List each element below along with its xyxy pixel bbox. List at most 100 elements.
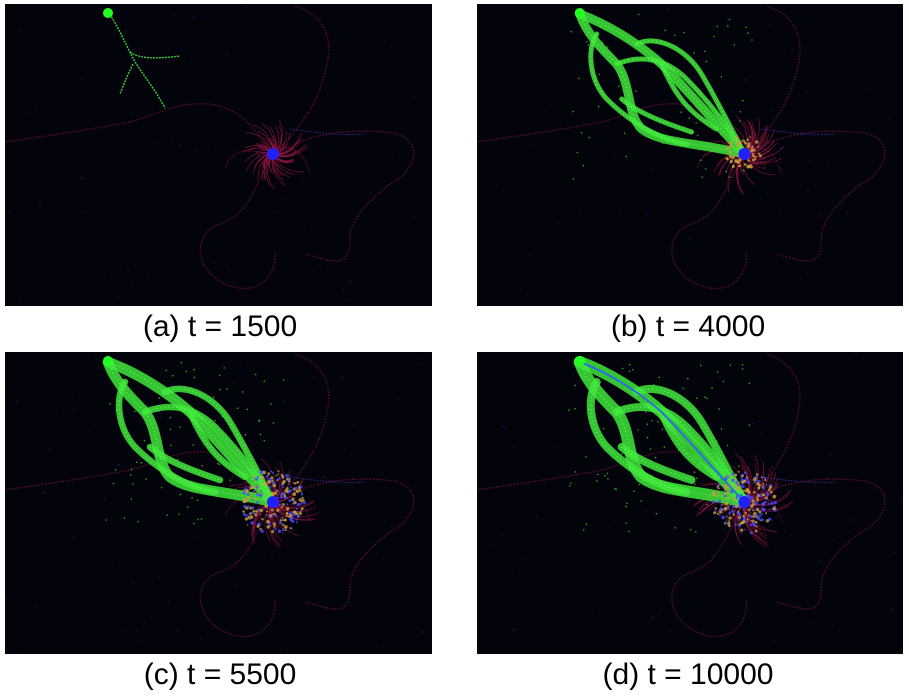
background-speck [887, 116, 890, 120]
background-speck [18, 652, 21, 654]
background-speck [763, 363, 765, 365]
cloud-particle [248, 486, 251, 489]
green-dot [674, 487, 677, 490]
green-dot [651, 420, 653, 422]
green-dot [221, 415, 224, 418]
green-dot [582, 529, 585, 531]
green-branch [129, 51, 181, 59]
green-dot [218, 463, 221, 466]
green-dot [218, 374, 221, 377]
background-speck [730, 614, 732, 616]
cloud-particle [265, 510, 269, 513]
panel-d: (d) t = 10000 [454, 348, 909, 696]
background-speck [41, 554, 44, 557]
green-dot [682, 80, 684, 82]
background-speck [614, 519, 616, 521]
green-dot [167, 391, 170, 394]
background-speck [560, 360, 563, 363]
green-dot [648, 398, 650, 400]
background-speck [900, 495, 903, 497]
green-dot [570, 482, 572, 485]
background-speck [571, 111, 573, 114]
green-dot [618, 85, 620, 87]
background-speck [501, 425, 505, 428]
cloud-particle [718, 514, 721, 517]
cloud-particle [718, 483, 721, 486]
cloud-particle [714, 509, 717, 511]
background-speck [486, 503, 488, 505]
cloud-particle [243, 512, 247, 517]
cloud-particle [744, 511, 747, 515]
cloud-particle [742, 489, 746, 493]
green-dot [170, 471, 172, 474]
cloud-particle [744, 528, 746, 531]
green-dot [217, 462, 219, 465]
green-branch-detail [118, 381, 216, 493]
background-speck [26, 112, 28, 115]
background-speck [853, 353, 856, 356]
background-speck [725, 21, 728, 25]
green-dot [158, 397, 160, 399]
background-speck [554, 188, 556, 190]
green-dot [201, 464, 203, 467]
green-dot [105, 519, 107, 521]
background-speck [744, 78, 747, 81]
background-speck [708, 529, 710, 531]
background-speck [183, 59, 186, 62]
cloud-particle [288, 489, 293, 493]
cloud-particle [292, 492, 297, 497]
green-dot [748, 382, 751, 385]
cloud-particle [736, 144, 741, 149]
background-speck [591, 610, 594, 613]
cloud-particle [751, 145, 754, 149]
cloud-particle [296, 502, 300, 507]
green-dot [158, 410, 160, 412]
cloud-particle [729, 144, 733, 148]
cloud-particle [260, 494, 263, 497]
green-dot [588, 136, 590, 139]
green-dot [645, 411, 647, 413]
background-speck [752, 422, 755, 425]
background-speck [600, 55, 603, 57]
background-speck [254, 238, 256, 241]
green-dot [140, 462, 143, 464]
cloud-particle [277, 529, 282, 534]
background-speck [782, 257, 784, 260]
cloud-particle [736, 154, 739, 157]
green-dot [747, 32, 749, 34]
green-dot [651, 460, 653, 463]
background-speck [480, 165, 483, 167]
background-speck [88, 358, 91, 361]
cloud-particle [755, 473, 759, 476]
cloud-particle [285, 496, 289, 499]
cloud-particle [729, 151, 733, 154]
background-speck [769, 18, 771, 20]
background-speck [419, 362, 422, 366]
cloud-particle [723, 506, 728, 511]
cloud-particle [753, 148, 756, 152]
cloud-particle [279, 521, 283, 525]
green-dot [587, 44, 590, 46]
green-dot [676, 484, 679, 486]
background-speck [834, 85, 837, 88]
background-speck [234, 279, 236, 281]
background-speck [15, 401, 18, 404]
background-speck [158, 576, 160, 579]
cloud-particle [746, 138, 749, 142]
green-dot [597, 105, 600, 108]
background-speck [512, 628, 515, 631]
cloud-particle [717, 487, 720, 490]
background-speck [620, 210, 622, 213]
background-speck [515, 175, 518, 178]
green-dot [683, 31, 686, 34]
cloud-particle [743, 162, 747, 166]
background-speck [249, 370, 251, 372]
cloud-particle [734, 504, 739, 509]
background-speck [352, 423, 354, 426]
green-dot [625, 522, 627, 524]
green-dot [568, 485, 571, 487]
cloud-particle [267, 472, 271, 476]
cloud-particle [716, 512, 719, 515]
simulation-render-d [477, 353, 903, 649]
green-branch-detail [590, 381, 687, 493]
